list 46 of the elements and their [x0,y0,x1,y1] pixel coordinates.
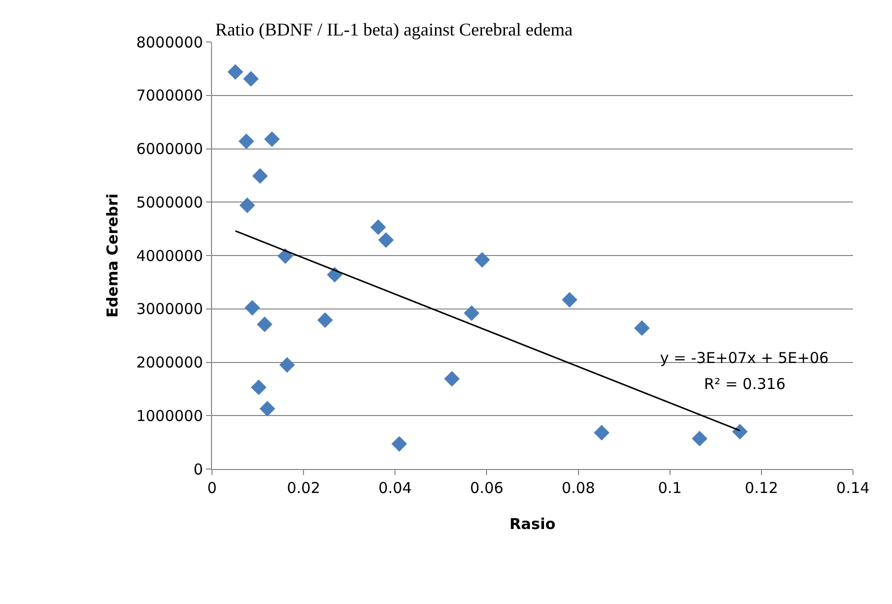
point [594,424,610,441]
point [474,252,490,268]
y-tick-label: 0 [193,460,203,478]
point [260,400,276,416]
x-tick-label: 0.1 [658,479,682,497]
y-tick-label: 6000000 [136,140,203,158]
chart-title: Ratio (BDNF / IL-1 beta) against Cerebral edema [215,20,573,40]
point [239,198,256,214]
y-tick-label: 7000000 [136,86,203,105]
x-tick-label: 0.06 [470,479,504,497]
point [370,219,386,236]
y-tick-label: 8000000 [136,33,203,52]
point [277,248,294,264]
point [692,430,708,446]
x-tick-label: 0.02 [286,479,320,497]
point [250,380,266,396]
x-axis-title: Rasio [509,515,556,533]
y-tick-label: 4000000 [136,246,203,265]
x-tick-label: 0.14 [836,479,870,497]
point [243,71,259,87]
point [634,320,650,336]
y-axis-title: Edema Cerebri [103,193,122,318]
y-tick-label: 5000000 [136,193,203,212]
point [464,305,480,321]
point [238,133,254,150]
point [732,424,748,440]
y-tick-label: 1000000 [136,406,203,425]
point [264,131,280,147]
point [378,232,394,248]
point [391,436,408,452]
point [317,312,333,328]
y-tick-label: 3000000 [136,300,203,318]
point [256,316,272,332]
point [252,168,268,184]
point [228,64,244,80]
annotation: R² = 0.316 [704,375,786,393]
point [562,292,578,308]
x-tick-label: 0 [207,479,217,497]
x-tick-label: 0.12 [744,479,778,497]
y-tick-label: 2000000 [136,354,203,372]
point [244,300,260,316]
point [279,357,295,373]
annotation: y = -3E+07x + 5E+06 [660,349,829,367]
x-tick-label: 0.08 [562,479,595,497]
point [444,371,460,387]
x-tick-label: 0.04 [378,479,412,497]
